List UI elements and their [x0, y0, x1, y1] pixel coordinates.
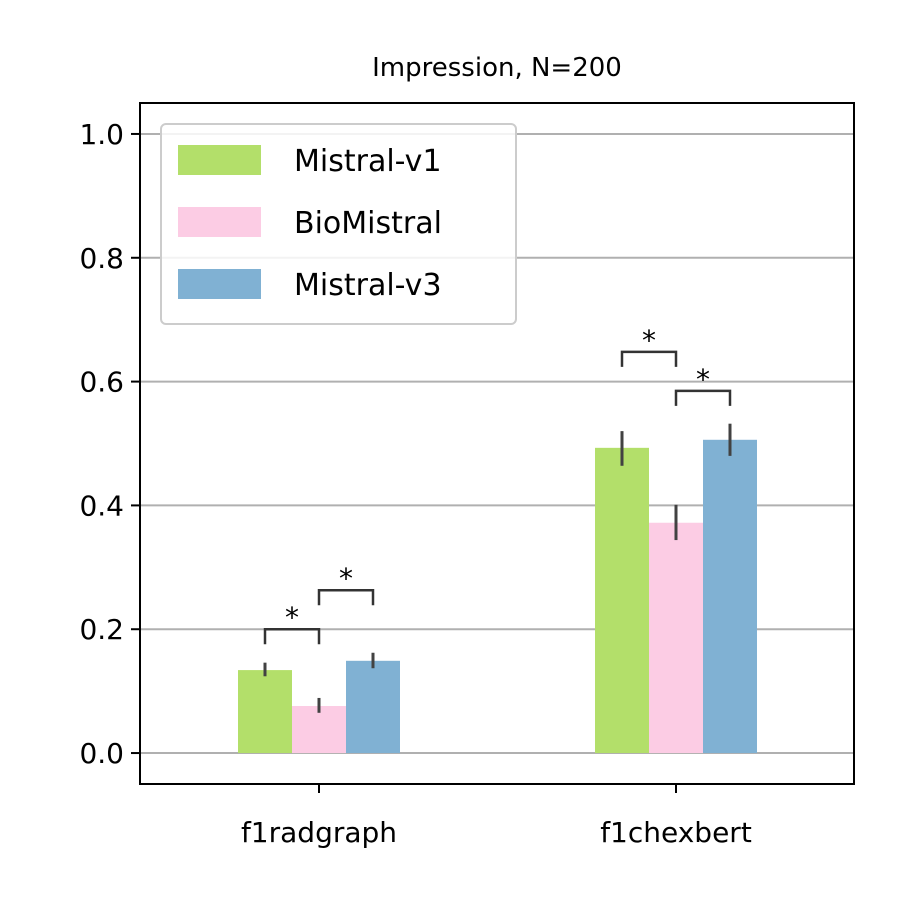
bar	[595, 447, 649, 754]
legend: Mistral-v1 BioMistral Mistral-v3	[160, 123, 517, 325]
legend-label: BioMistral	[294, 206, 442, 241]
legend-label: Mistral-v1	[294, 144, 442, 179]
plot-frame	[139, 102, 855, 785]
y-tick-label: 0.0	[79, 737, 124, 770]
significance-label: *	[696, 363, 710, 396]
significance-brackets: * * * *	[263, 324, 732, 645]
bar	[346, 660, 400, 754]
legend-swatch	[178, 269, 261, 299]
significance-bracket	[317, 588, 375, 606]
significance-bracket	[674, 389, 732, 406]
bars	[238, 439, 757, 754]
x-axis: f1radgraph f1chexbert	[241, 784, 752, 849]
legend-swatch	[178, 207, 261, 237]
error-bars	[263, 423, 732, 713]
legend-swatch	[178, 145, 261, 175]
y-tick-label: 0.2	[79, 613, 124, 646]
y-tick-label: 1.0	[79, 118, 124, 151]
y-tick-label: 0.4	[79, 489, 124, 522]
significance-label: *	[642, 324, 656, 357]
significance-bracket	[620, 350, 678, 367]
y-axis: 0.0 0.2 0.4 0.6 0.8 1.0	[79, 118, 140, 770]
bar	[238, 670, 292, 754]
y-tick-label: 0.8	[79, 242, 124, 275]
significance-bracket	[263, 627, 321, 645]
x-tick-label: f1radgraph	[241, 816, 397, 849]
significance-label: *	[339, 562, 353, 595]
bar	[649, 522, 703, 754]
significance-label: *	[285, 601, 299, 634]
x-tick-label: f1chexbert	[600, 816, 752, 849]
legend-label: Mistral-v3	[294, 268, 442, 303]
chart-title: Impression, N=200	[372, 53, 622, 83]
bar	[703, 439, 757, 754]
bar	[292, 705, 346, 754]
y-tick-label: 0.6	[79, 366, 124, 399]
